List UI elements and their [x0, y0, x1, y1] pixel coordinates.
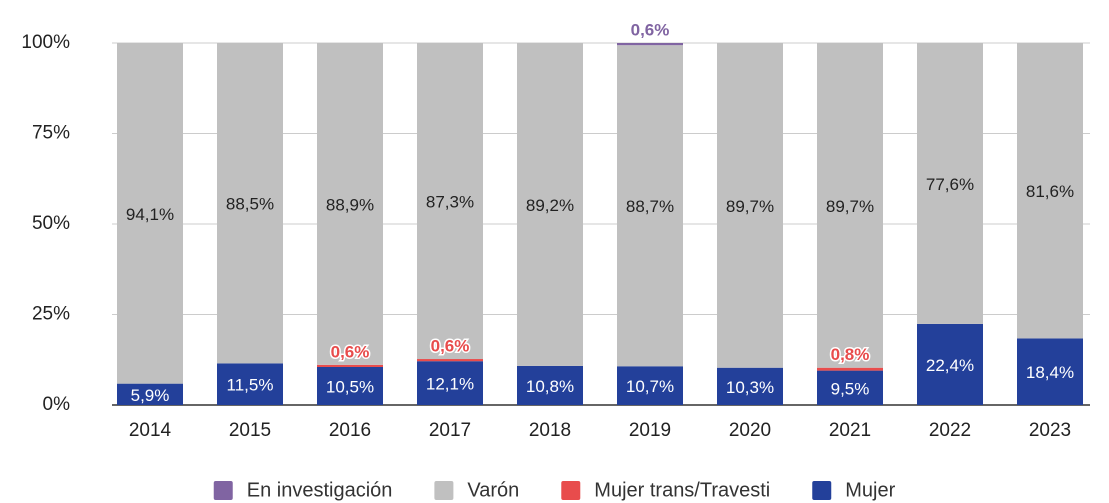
value-label: 81,6% [1026, 182, 1074, 201]
bar-segment [917, 43, 983, 324]
bar-segment [217, 363, 283, 405]
bar-segment [1017, 338, 1083, 405]
value-label: 9,5% [831, 379, 870, 398]
legend-swatch [434, 481, 454, 500]
bar-segment [817, 367, 883, 371]
legend-label: Mujer trans/Travesti [594, 479, 770, 501]
legend-swatch [213, 481, 233, 500]
value-label: 5,9% [131, 386, 170, 405]
bar-segment [1017, 43, 1083, 339]
value-label: 11,5% [227, 376, 274, 395]
value-label: 10,7% [626, 377, 674, 396]
bar-segment [117, 383, 183, 405]
legend-label: Mujer [845, 479, 895, 501]
legend-swatch [812, 481, 832, 500]
value-label: 12,1% [426, 375, 474, 394]
y-tick-label: 25% [32, 304, 70, 325]
x-tick-label: 2020 [729, 420, 771, 441]
value-label: 89,7% [726, 197, 774, 216]
value-label: 0,6% [631, 20, 670, 39]
value-label: 89,7% [826, 197, 874, 216]
x-tick-label: 2017 [429, 420, 471, 441]
bar-segment [617, 366, 683, 405]
x-tick-label: 2019 [629, 420, 671, 441]
value-label: 87,3% [426, 192, 474, 211]
value-label: 88,5% [226, 195, 274, 214]
y-tick-label: 75% [32, 123, 70, 144]
value-label: 10,5% [326, 377, 374, 396]
bar-segment [417, 361, 483, 405]
y-tick-label: 50% [32, 213, 70, 234]
bar-segment [217, 43, 283, 364]
x-tick-label: 2016 [329, 420, 371, 441]
bar-segment [517, 365, 583, 405]
value-label: 18,4% [1026, 363, 1074, 382]
bar-segment [317, 364, 383, 367]
value-label: 10,3% [726, 378, 774, 397]
bar-segment [717, 367, 783, 405]
x-tick-label: 2014 [129, 420, 172, 441]
y-tick-label: 0% [43, 394, 71, 415]
y-tick-label: 100% [21, 32, 70, 53]
value-label: 94,1% [126, 205, 174, 224]
legend: En investigación Varón Mujer trans/Travest… [213, 479, 896, 501]
legend-label: En investigación [247, 479, 393, 501]
bar-segment [817, 43, 883, 368]
x-tick-label: 2022 [929, 420, 971, 441]
value-label: 22,4% [926, 356, 974, 375]
value-label: 0,6% [331, 342, 370, 361]
bar-segment [517, 43, 583, 366]
value-label: 10,8% [526, 377, 574, 396]
x-tick-label: 2018 [529, 420, 571, 441]
bar-segment [817, 370, 883, 405]
bar-segment [717, 43, 783, 368]
x-tick-label: 2023 [1029, 420, 1071, 441]
x-tick-label: 2015 [229, 420, 271, 441]
bar-segment [317, 366, 383, 405]
value-label: 88,7% [626, 197, 674, 216]
legend-swatch [561, 481, 581, 500]
bar-segment [917, 323, 983, 405]
bar-segment [417, 359, 483, 362]
value-label: 77,6% [926, 175, 974, 194]
bar-segment [617, 43, 683, 46]
bar-segment [317, 43, 383, 365]
bar-segment [617, 45, 683, 367]
x-tick-label: 2021 [829, 420, 871, 441]
value-label: 0,8% [831, 345, 870, 364]
bar-segment [117, 43, 183, 384]
legend-label: Varón [467, 479, 519, 501]
bar-segment [417, 43, 483, 360]
value-label: 0,6% [431, 337, 470, 356]
value-label: 89,2% [526, 196, 574, 215]
value-label: 88,9% [326, 195, 374, 214]
